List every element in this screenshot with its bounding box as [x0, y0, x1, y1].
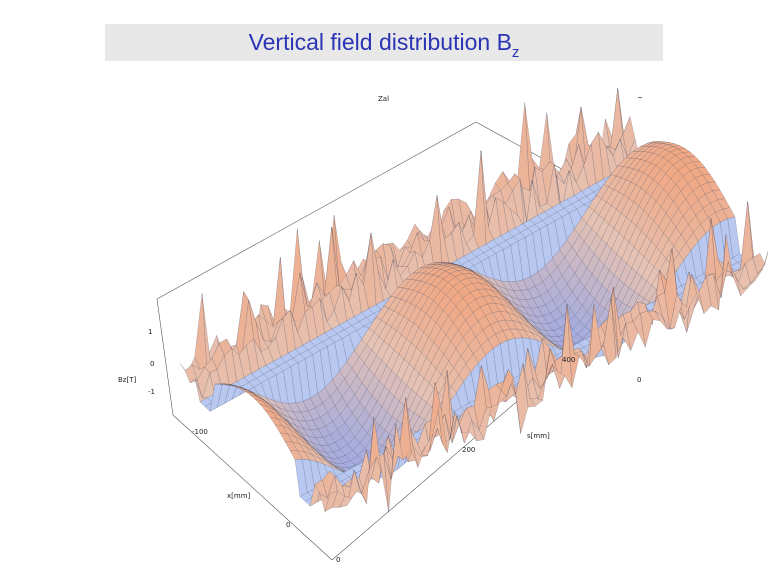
surface-mesh: [179, 88, 768, 512]
box-corner-label: ~: [637, 94, 643, 102]
z-tick-label: 1: [148, 328, 152, 336]
box-corner-label: Zal: [378, 95, 389, 103]
x-tick-label: 0: [286, 521, 290, 529]
y-tick-label: 0: [336, 556, 340, 564]
z-tick-label: 0: [150, 360, 154, 368]
surface-facet: [324, 491, 338, 512]
y-tick-label: 400: [562, 356, 575, 364]
y-axis-label: s[mm]: [527, 432, 550, 440]
z-axis-label: Bz[T]: [118, 376, 136, 384]
box-edge-front-bottom: [172, 414, 333, 561]
x-axis-label: x[mm]: [227, 492, 251, 500]
surface-facet: [272, 257, 286, 327]
chart-title: Vertical field distribution Bz: [105, 24, 663, 61]
chart-title-subscript: z: [511, 44, 520, 61]
chart-title-main: Vertical field distribution B: [248, 29, 512, 55]
box-corner-label: 0: [637, 376, 641, 384]
z-tick-label: -1: [148, 388, 155, 396]
y-tick-label: 200: [462, 446, 475, 454]
x-tick-label: -100: [192, 428, 208, 436]
box-edge-back-top: [156, 121, 477, 300]
box-edge-left-vertical: [156, 298, 174, 416]
